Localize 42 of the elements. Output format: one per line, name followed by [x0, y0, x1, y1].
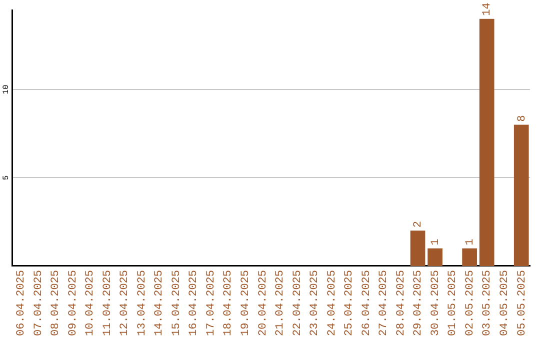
data-label: 1 — [464, 238, 476, 246]
x-tick-label: 03.05.2025 — [482, 270, 494, 336]
x-tick-label: 07.04.2025 — [32, 270, 45, 336]
y-tick-label: 10 — [2, 84, 12, 94]
x-tick-label: 26.04.2025 — [360, 270, 373, 336]
x-tick-label: 23.04.2025 — [309, 270, 322, 336]
x-tick-label: 08.04.2025 — [50, 270, 62, 336]
x-tick-label: 29.04.2025 — [412, 270, 425, 336]
x-tick-label: 27.04.2025 — [378, 270, 390, 336]
x-tick-label: 11.04.2025 — [102, 270, 114, 336]
x-tick-label: 09.04.2025 — [67, 270, 80, 336]
x-tick-label: 21.04.2025 — [274, 270, 287, 336]
x-tick-label: 02.05.2025 — [464, 270, 476, 336]
bar — [428, 248, 442, 266]
x-tick-label: 13.04.2025 — [136, 270, 148, 336]
x-tick-label: 19.04.2025 — [240, 270, 252, 336]
x-tick-label: 10.04.2025 — [84, 270, 97, 336]
x-tick-label: 24.04.2025 — [326, 270, 338, 336]
data-label: 14 — [482, 2, 494, 16]
data-label: 2 — [412, 221, 425, 228]
x-tick-label: 17.04.2025 — [205, 270, 218, 336]
x-tick-label: 01.05.2025 — [447, 270, 460, 336]
x-tick-label: 30.04.2025 — [430, 270, 442, 336]
x-tick-label: 15.04.2025 — [170, 270, 183, 336]
x-tick-label: 18.04.2025 — [222, 270, 235, 336]
bar — [462, 248, 477, 266]
x-tick-label: 14.04.2025 — [154, 270, 166, 336]
x-tick-label: 06.04.2025 — [16, 270, 28, 336]
x-tick-label: 28.04.2025 — [395, 270, 408, 336]
x-tick-label: 22.04.2025 — [292, 270, 304, 336]
y-tick-label: 5 — [2, 175, 12, 180]
x-tick-label: 25.04.2025 — [344, 270, 356, 336]
x-tick-label: 04.05.2025 — [499, 270, 512, 336]
bar — [479, 18, 494, 266]
data-label: 1 — [430, 238, 442, 246]
bar — [514, 124, 529, 266]
x-tick-label: 16.04.2025 — [188, 270, 200, 336]
x-tick-label: 20.04.2025 — [257, 270, 270, 336]
data-label: 8 — [516, 115, 528, 122]
x-tick-label: 05.05.2025 — [516, 270, 528, 336]
x-tick-label: 12.04.2025 — [119, 270, 132, 336]
bar — [410, 230, 426, 266]
